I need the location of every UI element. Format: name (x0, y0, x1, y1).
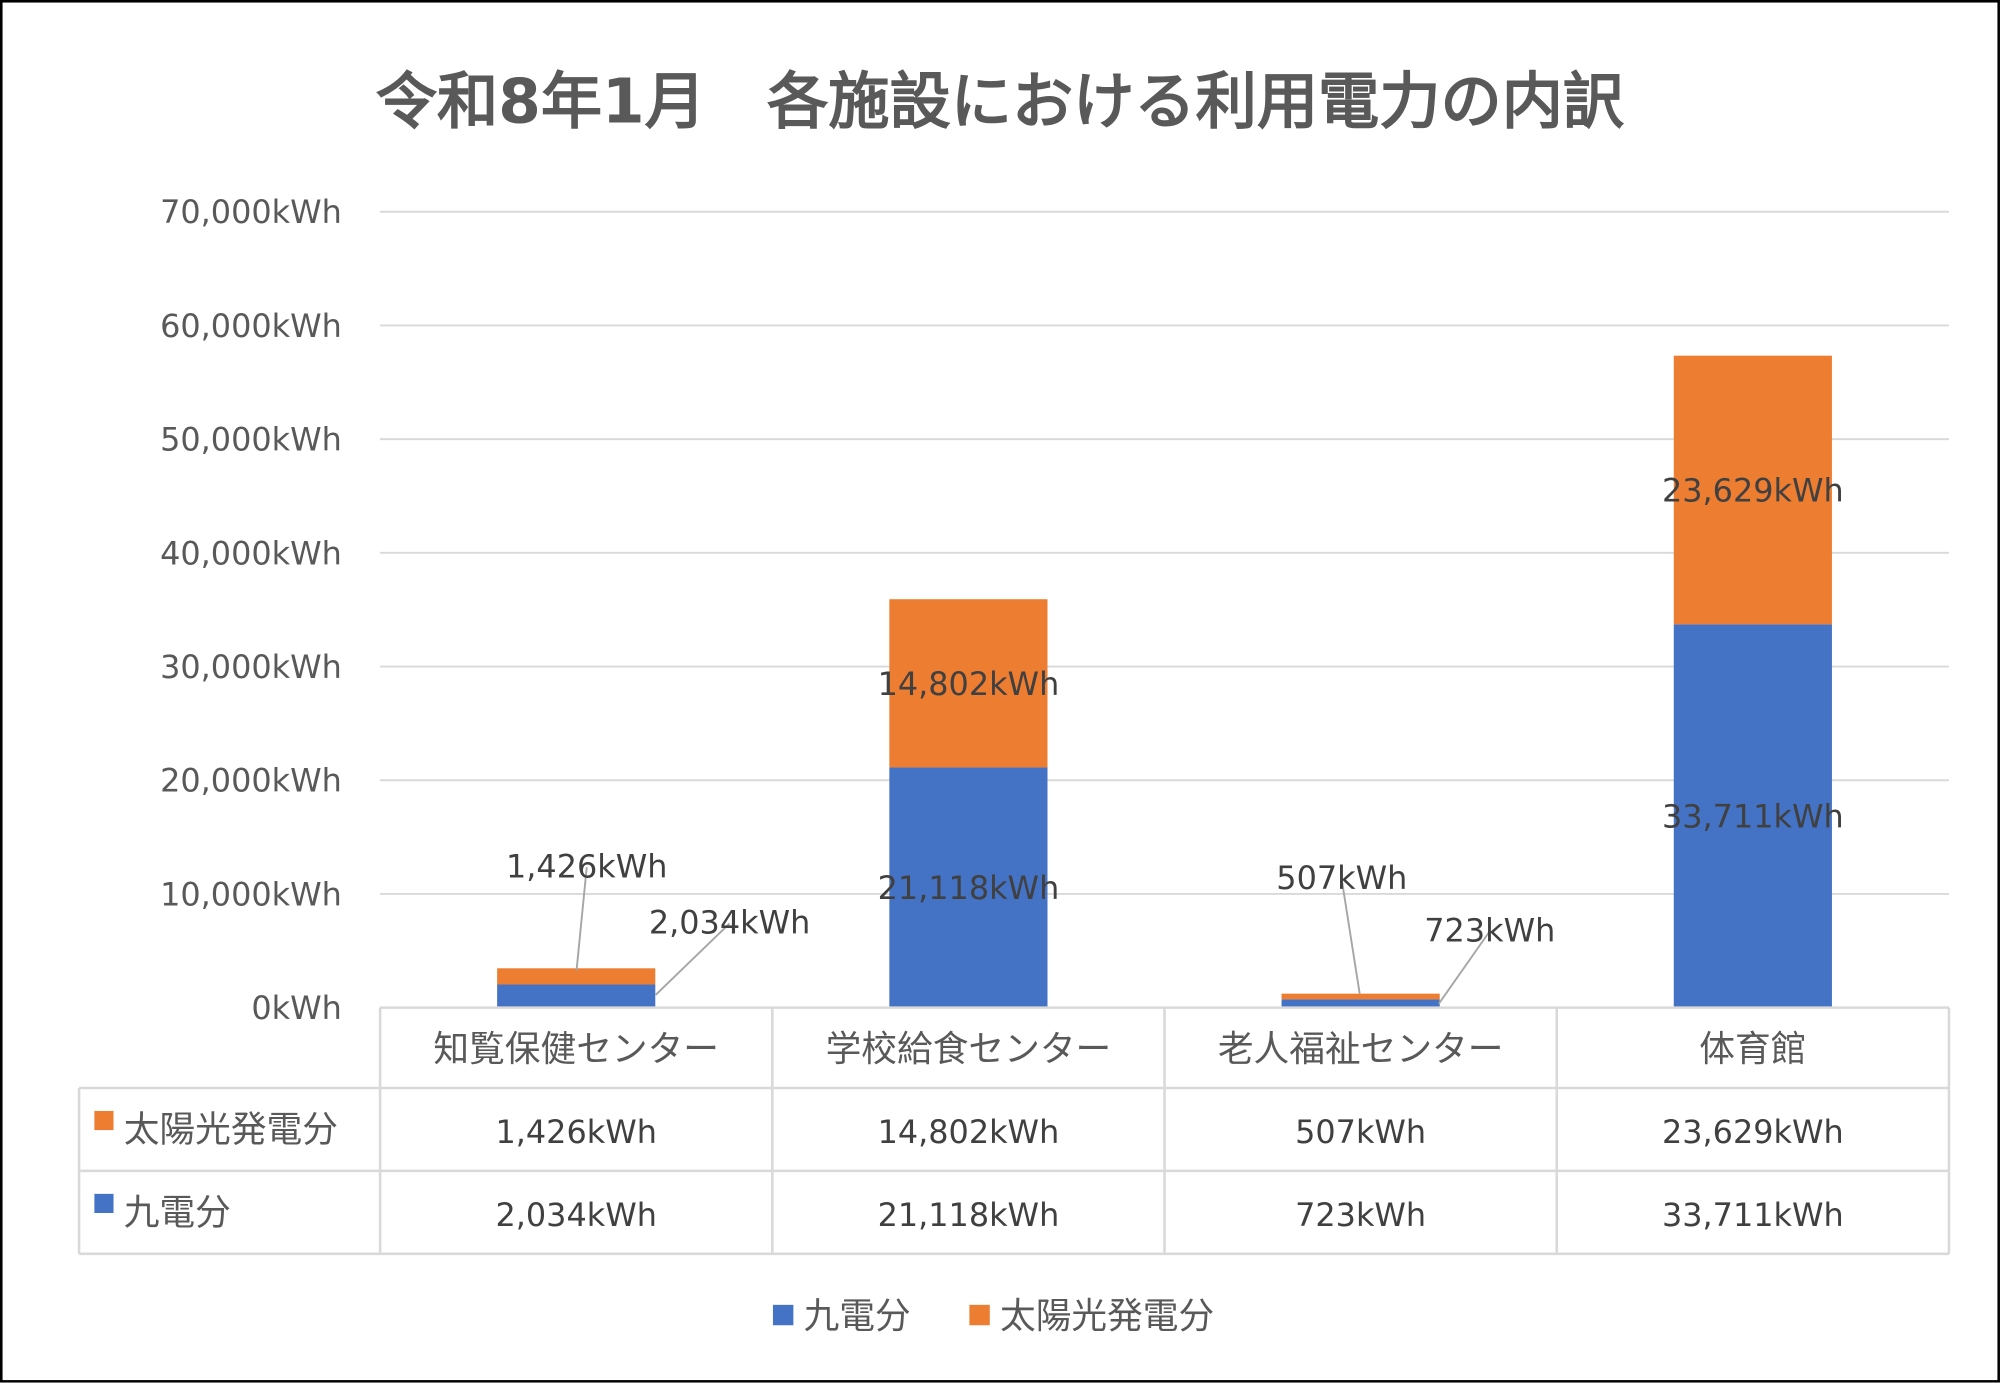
table-cell: 33,711kWh (1662, 1196, 1844, 1234)
bar-kyuden (1281, 999, 1440, 1008)
bar-solar (1673, 355, 1832, 625)
y-tick-label: 70,000kWh (160, 193, 342, 231)
bar-solar (1281, 993, 1440, 1000)
table-legend-key (94, 1193, 114, 1214)
data-label: 2,034kWh (649, 904, 810, 942)
data-label: 21,118kWh (878, 869, 1060, 907)
data-label: 33,711kWh (1662, 797, 1844, 835)
y-tick-label: 60,000kWh (160, 307, 342, 345)
table-cell: 1,426kWh (495, 1113, 656, 1151)
data-label: 507kWh (1276, 859, 1407, 897)
table-legend-key (94, 1110, 114, 1131)
table-cell: 2,034kWh (495, 1196, 656, 1234)
table-cell: 21,118kWh (878, 1196, 1060, 1234)
legend-key (772, 1304, 794, 1326)
table-cell: 723kWh (1295, 1196, 1426, 1234)
data-label: 23,629kWh (1662, 471, 1844, 509)
bar-kyuden (497, 984, 656, 1008)
category-label: 体育館 (1699, 1029, 1806, 1070)
y-tick-label: 40,000kWh (160, 534, 342, 572)
data-label: 14,802kWh (878, 665, 1060, 703)
legend-label: 九電分 (804, 1296, 911, 1337)
legend-key (969, 1304, 990, 1326)
category-label: 学校給食センター (826, 1029, 1112, 1070)
category-label: 老人福祉センター (1218, 1029, 1504, 1070)
leader-line (1340, 879, 1361, 994)
leader-line (654, 922, 731, 996)
y-tick-label: 10,000kWh (160, 875, 342, 913)
bar-solar (889, 599, 1048, 768)
y-tick-label: 50,000kWh (160, 421, 342, 459)
table-cell: 14,802kWh (878, 1113, 1060, 1151)
data-label: 723kWh (1424, 911, 1555, 949)
bar-solar (497, 968, 656, 985)
y-tick-label: 20,000kWh (160, 762, 342, 800)
y-tick-label: 0kWh (251, 989, 341, 1027)
leader-line (1437, 930, 1491, 1005)
table-cell: 507kWh (1295, 1113, 1426, 1151)
table-series-name: 九電分 (124, 1192, 231, 1233)
y-tick-label: 30,000kWh (160, 648, 342, 686)
legend-label: 太陽光発電分 (1000, 1296, 1214, 1337)
leader-line (575, 867, 588, 971)
data-label: 1,426kWh (506, 848, 667, 886)
table-series-name: 太陽光発電分 (124, 1110, 338, 1151)
category-label: 知覧保健センター (433, 1029, 719, 1070)
chart-title: 令和8年1月 各施設における利用電力の内訳 (376, 66, 1625, 137)
bar-kyuden (889, 767, 1048, 1008)
bar-kyuden (1673, 624, 1832, 1008)
table-cell: 23,629kWh (1662, 1113, 1844, 1151)
